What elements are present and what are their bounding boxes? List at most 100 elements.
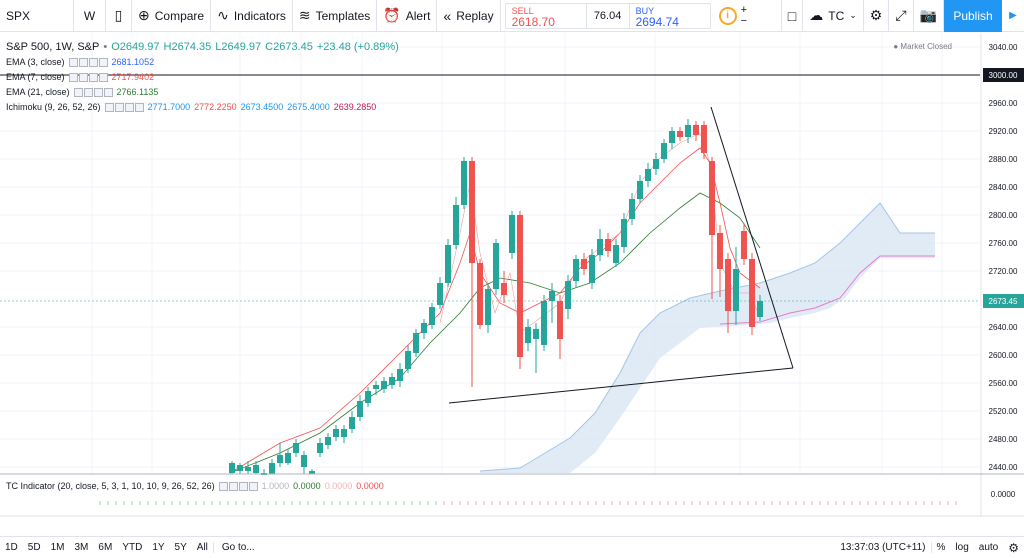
- layout-button[interactable]: ☁ TC ⌄: [803, 0, 864, 32]
- camera-icon: 📷: [919, 7, 937, 23]
- candle-body: [757, 301, 763, 317]
- candle-body: [517, 215, 523, 357]
- main-series-legend[interactable]: S&P 500, 1W, S&P • O2649.97 H2674.35 L26…: [6, 41, 399, 53]
- candle-body: [421, 323, 427, 333]
- candle-body: [405, 351, 411, 369]
- range-button[interactable]: 3M: [74, 542, 89, 553]
- candle-body: [573, 259, 579, 281]
- sell-button[interactable]: SELL 2618.70: [506, 4, 586, 29]
- candle-body: [365, 391, 371, 403]
- range-button[interactable]: 5Y: [174, 542, 187, 553]
- plus-circle-icon: ⊕: [138, 7, 150, 23]
- quantity-stepper[interactable]: + −: [740, 3, 748, 27]
- spread-value: 76.04: [585, 3, 630, 28]
- fullscreen-button[interactable]: ⤢: [889, 0, 914, 32]
- ichimoku-value-5: 2639.2850: [333, 102, 377, 112]
- log-toggle[interactable]: log: [955, 542, 969, 553]
- plus-icon[interactable]: +: [740, 3, 748, 16]
- candle-body: [749, 259, 755, 327]
- trade-panel: SELL 2618.70 76.04 BUY 2694.74: [504, 2, 711, 29]
- tc-indicator-name: TC Indicator (20, close, 5, 3, 1, 10, 10…: [6, 481, 215, 491]
- ema7-value: 2717.9402: [111, 72, 155, 82]
- replay-button[interactable]: « Replay: [437, 0, 501, 32]
- ema21-value: 2766.1135: [116, 87, 159, 97]
- price-tick: 2560.00: [989, 379, 1018, 388]
- market-status: ● Market Closed: [893, 42, 952, 51]
- candle-body: [493, 243, 499, 289]
- price-tick: 2920.00: [989, 127, 1018, 136]
- minus-icon[interactable]: −: [740, 14, 748, 27]
- range-button[interactable]: 1M: [50, 542, 65, 553]
- interval-button[interactable]: W: [74, 0, 106, 32]
- tc-indicator-legend[interactable]: TC Indicator (20, close, 5, 3, 1, 10, 10…: [6, 481, 384, 491]
- ichimoku-value-3: 2673.4500: [240, 102, 284, 112]
- publish-button[interactable]: Publish: [944, 0, 1002, 32]
- candle-body: [541, 301, 547, 345]
- candle-body: [429, 307, 435, 325]
- tc-value-2: 0.0000: [293, 481, 321, 491]
- price-tick: 2960.00: [989, 99, 1018, 108]
- price-tick: 2880.00: [989, 155, 1018, 164]
- compare-label: Compare: [154, 8, 205, 23]
- price-tick: 2520.00: [989, 407, 1018, 416]
- legend-buttons[interactable]: [68, 57, 108, 67]
- candle-body: [461, 161, 467, 205]
- interval-label: W: [83, 8, 96, 23]
- ichimoku-value-2: 2772.2250: [194, 102, 237, 112]
- candle-body: [453, 205, 459, 245]
- ema3-legend[interactable]: EMA (3, close) 2681.1052: [6, 57, 154, 67]
- alert-label: Alert: [405, 8, 431, 23]
- range-button[interactable]: 1D: [5, 542, 18, 553]
- candle-body: [477, 263, 483, 325]
- compare-button[interactable]: ⊕ Compare: [132, 0, 212, 32]
- candle-body: [613, 245, 619, 263]
- templates-button[interactable]: ≋ Templates: [293, 0, 378, 32]
- cloud-icon: ☁: [809, 7, 824, 23]
- info-icon[interactable]: i: [718, 6, 737, 25]
- percent-toggle[interactable]: %: [930, 542, 951, 553]
- settings-button[interactable]: ⚙: [864, 0, 890, 32]
- templates-label: Templates: [315, 8, 371, 23]
- legend-buttons[interactable]: [104, 102, 144, 112]
- range-button[interactable]: All: [196, 542, 208, 553]
- last-price-label-bg: [983, 294, 1024, 308]
- snapshot-button[interactable]: 📷: [914, 0, 944, 32]
- ema21-legend[interactable]: EMA (21, close) 2766.1135: [6, 87, 158, 97]
- ichimoku-lower-span: [719, 255, 935, 325]
- indicators-icon: ∿: [217, 7, 229, 23]
- indicators-button[interactable]: ∿ Indicators: [211, 0, 293, 32]
- chart-area[interactable]: 3040.00 2960.00 2920.00 2880.00 2840.00 2800.…: [0, 33, 1024, 529]
- ichimoku-upper-span: [479, 202, 935, 472]
- alert-button[interactable]: ⏰ Alert: [377, 0, 438, 32]
- auto-toggle[interactable]: auto: [978, 542, 999, 553]
- fullscreen-icon: ⤢: [895, 7, 907, 23]
- ichimoku-legend[interactable]: Ichimoku (9, 26, 52, 26) 2771.7000 2772.…: [6, 102, 376, 112]
- range-button[interactable]: 5D: [27, 542, 41, 553]
- gear-icon[interactable]: ⚙: [1008, 540, 1019, 555]
- last-price-label: 2673.45: [989, 297, 1018, 306]
- legend-buttons[interactable]: [73, 87, 113, 97]
- ema7-legend[interactable]: EMA (7, close) 2717.9402: [6, 72, 154, 82]
- goto-button[interactable]: Go to...: [212, 542, 260, 553]
- bottom-bar: 1D 5D 1M 3M 6M YTD 1Y 5Y All Go to... 13:37:03 (…: [0, 536, 1024, 558]
- triangle-lower-trendline[interactable]: [448, 367, 794, 404]
- range-button[interactable]: 1Y: [152, 542, 165, 553]
- range-button[interactable]: 6M: [98, 542, 113, 553]
- candle-body: [397, 369, 403, 381]
- sell-price: 2618.70: [511, 14, 555, 29]
- play-button[interactable]: ▶: [1002, 0, 1024, 32]
- candle-body: [349, 417, 355, 429]
- legend-buttons[interactable]: [68, 72, 108, 82]
- price-tick: 2640.00: [989, 323, 1018, 332]
- legend-buttons[interactable]: [218, 481, 258, 491]
- buy-button[interactable]: BUY 2694.74: [630, 4, 710, 29]
- select-rect-button[interactable]: □: [780, 0, 804, 32]
- price-tick: 2800.00: [989, 211, 1018, 220]
- triangle-upper-trendline[interactable]: [710, 106, 794, 369]
- chart-type-button[interactable]: ▯: [106, 0, 132, 32]
- range-button[interactable]: YTD: [122, 542, 143, 553]
- candle-body: [589, 255, 595, 283]
- market-status-label: Market Closed: [900, 42, 952, 51]
- clock-time[interactable]: 13:37:03 (UTC+11): [840, 542, 926, 553]
- symbol-search[interactable]: SPX: [0, 0, 74, 32]
